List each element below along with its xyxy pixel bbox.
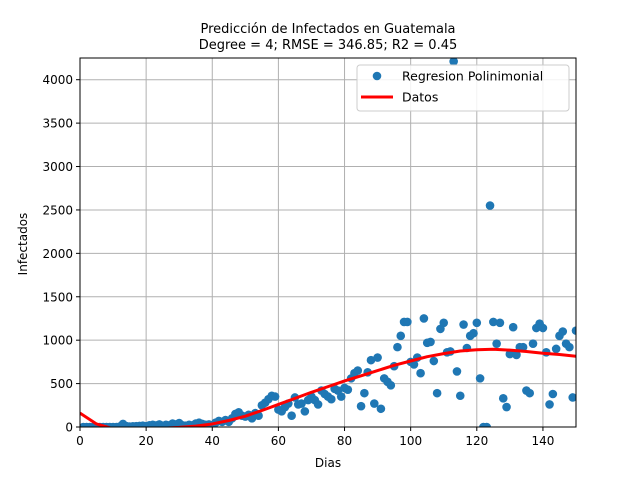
scatter-point xyxy=(571,326,576,335)
x-tick-label: 20 xyxy=(138,434,153,448)
scatter-point xyxy=(336,392,346,401)
scatter-point xyxy=(432,388,442,398)
scatter-point xyxy=(485,201,495,210)
scatter-point xyxy=(551,344,561,354)
scatter-point xyxy=(455,391,465,401)
scatter-point xyxy=(508,322,518,332)
x-axis-label: Dias xyxy=(315,456,341,470)
scatter-point xyxy=(505,349,515,359)
legend-label-line: Datos xyxy=(402,90,438,105)
scatter-point xyxy=(459,320,468,329)
scatter-point xyxy=(452,367,462,376)
scatter-point xyxy=(449,58,458,66)
legend-box xyxy=(356,64,570,112)
scatter-point xyxy=(426,337,435,347)
x-tick-label: 120 xyxy=(465,434,488,448)
scatter-point xyxy=(327,394,336,404)
legend: Regresion Polinimonial Datos xyxy=(356,64,570,112)
scatter-point xyxy=(469,328,478,338)
scatter-point xyxy=(419,314,429,323)
scatter-point xyxy=(475,374,485,383)
scatter-point xyxy=(356,401,366,411)
scatter-point xyxy=(287,411,296,421)
scatter-point xyxy=(386,381,396,390)
y-axis-label: Infectados xyxy=(16,213,30,276)
scatter-point xyxy=(492,339,501,348)
scatter-point xyxy=(429,356,439,366)
x-tick-label: 60 xyxy=(271,434,286,448)
scatter-point xyxy=(416,368,425,378)
scatter-point xyxy=(489,317,498,327)
x-tick-label: 80 xyxy=(337,434,352,448)
scatter-point xyxy=(558,327,568,336)
y-tick-label: 3500 xyxy=(42,117,73,131)
x-tick-label: 0 xyxy=(76,434,84,448)
scatter-point xyxy=(525,388,535,398)
y-tick-label: 1000 xyxy=(42,334,73,348)
y-tick-label: 4000 xyxy=(42,73,73,87)
scatter-point xyxy=(343,385,353,394)
y-tick-label: 500 xyxy=(50,377,73,391)
axes: 0 20 40 60 80 100 120 140 0 500 1000 1500 2000 2500 30… xyxy=(42,57,577,448)
legend-label-scatter: Regresion Polinimonial xyxy=(402,69,543,84)
y-tick-label: 1500 xyxy=(42,290,73,304)
scatter-point xyxy=(565,342,574,352)
scatter-point xyxy=(270,392,280,401)
x-tick-label: 140 xyxy=(531,434,554,448)
y-tick-label: 2500 xyxy=(42,203,73,217)
chart-title: Predicción de Infectados en Guatemala xyxy=(200,22,455,37)
x-tick-label: 40 xyxy=(205,434,220,448)
scatter-point xyxy=(360,388,369,398)
scatter-point xyxy=(300,407,310,416)
scatter-point xyxy=(518,342,528,352)
scatter-point xyxy=(482,422,492,427)
scatter-point xyxy=(373,353,382,362)
scatter-point xyxy=(369,399,379,408)
y-tick-label: 2000 xyxy=(42,247,73,261)
scatter-point xyxy=(403,317,412,327)
scatter-point xyxy=(472,318,482,328)
scatter-point xyxy=(545,400,554,409)
chart-subtitle: Degree = 4; RMSE = 346.85; R2 = 0.45 xyxy=(199,38,458,53)
scatter-point xyxy=(528,339,538,348)
y-tick-label: 0 xyxy=(65,421,73,435)
fit-line xyxy=(80,347,576,427)
scatter-point xyxy=(376,404,386,414)
scatter-point xyxy=(313,400,323,409)
scatter-point xyxy=(498,394,508,403)
axes-frame xyxy=(79,57,577,428)
scatter-point xyxy=(366,355,376,365)
scatter-point xyxy=(502,402,511,412)
scatter-point xyxy=(548,389,558,399)
x-tick-label: 100 xyxy=(399,434,422,448)
scatter-point xyxy=(409,360,419,369)
scatter-point xyxy=(393,342,402,352)
scatter-point xyxy=(512,350,521,360)
scatter-point xyxy=(538,323,548,333)
legend-scatter-marker xyxy=(372,71,382,81)
plot-area xyxy=(80,58,576,427)
y-tick-label: 3000 xyxy=(42,160,73,174)
scatter-point xyxy=(568,393,576,402)
scatter-point xyxy=(495,318,505,328)
scatter-point xyxy=(396,331,406,341)
scatter-point xyxy=(297,399,306,408)
scatter-point xyxy=(439,318,449,328)
scatter-point xyxy=(353,366,363,375)
